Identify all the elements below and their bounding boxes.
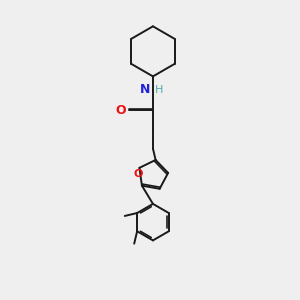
- Text: O: O: [115, 104, 126, 117]
- Text: N: N: [140, 83, 150, 96]
- Text: O: O: [133, 169, 142, 179]
- Text: H: H: [154, 85, 163, 94]
